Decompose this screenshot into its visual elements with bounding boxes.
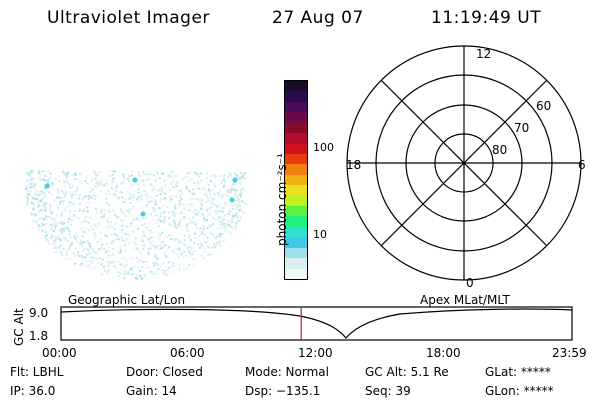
date-label: 27 Aug 07 xyxy=(272,8,364,28)
door-status: Door: Closed xyxy=(126,365,203,379)
colorbar-segment xyxy=(285,226,307,238)
apex-label: Apex MLat/MLT xyxy=(420,293,510,307)
colorbar-segment xyxy=(285,81,307,92)
y-tick-1-8: 1.8 xyxy=(29,329,49,343)
colorbar-segment xyxy=(285,185,307,196)
altitude-timeline xyxy=(60,306,573,341)
x-tick-1800: 18:00 xyxy=(426,346,461,360)
x-tick-2359: 23:59 xyxy=(552,346,587,360)
gain-status: Gain: 14 xyxy=(126,384,177,398)
colorbar-segment xyxy=(285,143,307,154)
colorbar-segment xyxy=(285,133,307,144)
colorbar-tick-10: 10 xyxy=(313,228,327,241)
lat-label-70: 70 xyxy=(514,121,529,135)
colorbar-segment xyxy=(285,153,307,165)
colorbar-segment xyxy=(285,258,307,269)
colorbar xyxy=(284,80,308,280)
glon-status: GLon: ***** xyxy=(485,384,554,398)
dsp-status: Dsp: −135.1 xyxy=(245,384,321,398)
seq-status: Seq: 39 xyxy=(365,384,411,398)
colorbar-segment xyxy=(285,195,307,207)
flt-status: Flt: LBHL xyxy=(10,365,64,379)
polar-plot: 12 18 6 0 60 70 80 xyxy=(346,45,586,290)
x-tick-0600: 06:00 xyxy=(170,346,205,360)
y-tick-9: 9.0 xyxy=(29,306,49,320)
colorbar-segment xyxy=(285,237,307,248)
colorbar-segment xyxy=(285,174,307,186)
colorbar-segment xyxy=(285,164,307,175)
instrument-title: Ultraviolet Imager xyxy=(47,8,210,28)
colorbar-segment xyxy=(285,268,307,280)
ip-status: IP: 36.0 xyxy=(10,384,56,398)
colorbar-segment xyxy=(285,91,307,102)
hour-label-12: 12 xyxy=(476,47,491,61)
colorbar-segment xyxy=(285,216,307,227)
colorbar-segment xyxy=(285,247,307,259)
colorbar-segment xyxy=(285,101,307,113)
hour-label-18: 18 xyxy=(346,158,361,172)
lat-label-80: 80 xyxy=(492,143,507,157)
colorbar-tick-100: 100 xyxy=(313,141,334,154)
colorbar-segment xyxy=(285,122,307,134)
geographic-label: Geographic Lat/Lon xyxy=(68,293,186,307)
lat-label-60: 60 xyxy=(536,99,551,113)
hour-label-0: 0 xyxy=(466,276,474,290)
colorbar-unit-label: photon cm⁻²s⁻¹ xyxy=(275,153,289,246)
glat-status: GLat: ***** xyxy=(485,365,551,379)
mode-status: Mode: Normal xyxy=(245,365,329,379)
gc-alt-status: GC Alt: 5.1 Re xyxy=(365,365,449,379)
x-tick-0000: 00:00 xyxy=(42,346,77,360)
colorbar-segment xyxy=(285,206,307,217)
x-tick-1200: 12:00 xyxy=(298,346,333,360)
colorbar-segment xyxy=(285,112,307,123)
time-label: 11:19:49 UT xyxy=(431,8,542,28)
geographic-image xyxy=(25,170,247,280)
gc-alt-axis-label: GC Alt xyxy=(12,308,26,346)
hour-label-6: 6 xyxy=(578,158,586,172)
